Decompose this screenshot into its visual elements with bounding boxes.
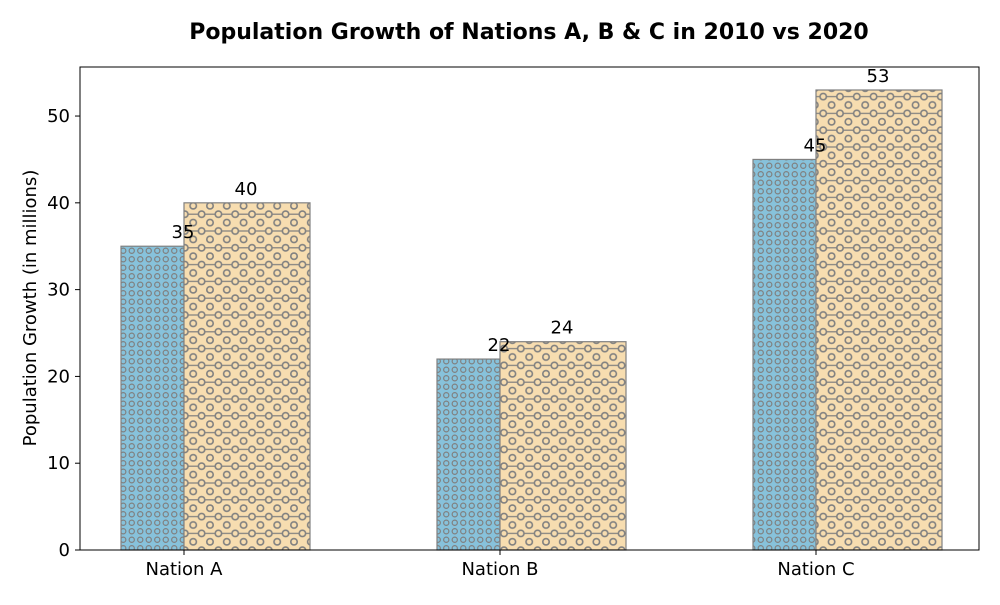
bar-nation-b-series-1 (436, 358, 501, 551)
y-tick-label-40: 40 (47, 193, 70, 214)
data-label-nation-c-series-2: 53 (867, 66, 890, 87)
bar-nation-a-series-2 (183, 202, 311, 551)
data-label-nation-b-series-1: 22 (488, 335, 511, 356)
bars-group (120, 89, 943, 551)
data-label-nation-b-series-2: 24 (551, 318, 574, 339)
data-labels-group: 35 40 22 24 45 53 (172, 66, 890, 356)
plot-frame (79, 66, 980, 551)
axes-group: Nation A Nation B Nation C 0 10 20 30 40 50 (47, 66, 980, 580)
data-label-nation-c-series-1: 45 (804, 135, 827, 156)
x-tick-label-nation-a: Nation A (145, 559, 223, 580)
y-tick-label-20: 20 (47, 366, 70, 387)
y-tick-label-0: 0 (59, 540, 70, 561)
y-axis-label: Population Growth (in millions) (20, 170, 41, 447)
bar-nation-c-series-2 (815, 89, 943, 551)
chart-title: Population Growth of Nations A, B & C in… (189, 20, 869, 45)
x-tick-label-nation-c: Nation C (777, 559, 854, 580)
x-tick-label-nation-b: Nation B (461, 559, 538, 580)
bar-nation-b-series-2 (499, 341, 627, 551)
y-tick-label-10: 10 (47, 453, 70, 474)
data-label-nation-a-series-2: 40 (235, 179, 258, 200)
data-label-nation-a-series-1: 35 (172, 222, 195, 243)
y-tick-label-50: 50 (47, 106, 70, 127)
bar-nation-a-series-1 (120, 245, 185, 551)
y-tick-label-30: 30 (47, 280, 70, 301)
bar-nation-c-series-1 (752, 158, 817, 551)
